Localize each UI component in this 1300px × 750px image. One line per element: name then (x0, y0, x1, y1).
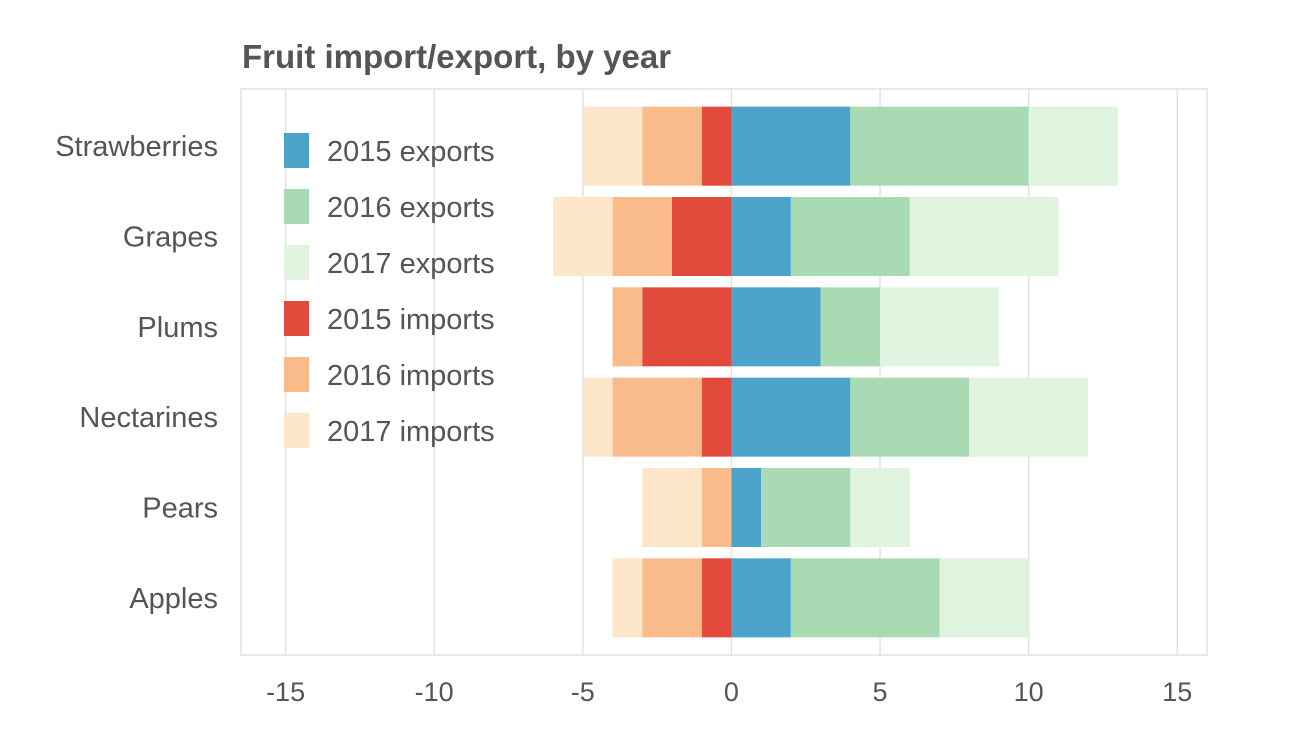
category-label: Pears (142, 493, 218, 525)
legend-swatch (284, 133, 309, 168)
bar (582, 106, 643, 186)
legend-label: 2015 exports (327, 136, 495, 168)
bar (612, 287, 643, 367)
legend-label: 2015 imports (327, 304, 495, 336)
bar (642, 558, 702, 638)
bar (731, 377, 851, 457)
bar (909, 197, 1059, 276)
bar (790, 558, 940, 638)
bar (612, 558, 643, 638)
bar (731, 106, 851, 186)
bar (731, 558, 791, 638)
legend-swatch (284, 357, 309, 392)
bar (642, 287, 732, 367)
category-label: Nectarines (79, 402, 218, 434)
bar (850, 468, 910, 547)
bar (939, 558, 1029, 638)
x-tick-label: 5 (873, 677, 888, 707)
x-tick-label: 10 (1014, 677, 1044, 707)
chart-title: Fruit import/export, by year (242, 38, 672, 75)
bar (701, 558, 732, 638)
x-tick-label: -5 (571, 677, 595, 707)
bar (820, 287, 881, 367)
legend-label: 2017 imports (327, 416, 495, 448)
bar (701, 377, 732, 457)
x-tick-label: -15 (266, 677, 305, 707)
bar (701, 468, 732, 547)
bar (642, 106, 702, 186)
legend-swatch (284, 189, 309, 224)
legend-label: 2017 exports (327, 248, 495, 280)
bar (612, 197, 672, 276)
x-tick-label: 15 (1162, 677, 1192, 707)
bar (731, 468, 762, 547)
bar (582, 377, 613, 457)
bar (731, 197, 791, 276)
bar (642, 468, 702, 547)
bar (701, 106, 732, 186)
bar (1028, 106, 1118, 186)
category-label: Strawberries (55, 131, 218, 163)
bar (553, 197, 613, 276)
legend-swatch (284, 301, 309, 336)
plot-frame (240, 88, 1208, 656)
x-tick-label: -10 (415, 677, 454, 707)
bar (880, 287, 999, 367)
bar (731, 287, 821, 367)
bar (790, 197, 910, 276)
legend-label: 2016 exports (327, 192, 495, 224)
legend-swatch (284, 413, 309, 448)
bar (850, 106, 1029, 186)
category-label: Apples (129, 583, 218, 615)
bar (761, 468, 851, 547)
bar (969, 377, 1089, 457)
bar (671, 197, 732, 276)
bar (612, 377, 702, 457)
x-tick-label: 0 (724, 677, 739, 707)
bar (850, 377, 970, 457)
legend-swatch (284, 245, 309, 280)
legend-label: 2016 imports (327, 360, 495, 392)
category-label: Plums (137, 312, 218, 344)
category-label: Grapes (123, 222, 218, 254)
